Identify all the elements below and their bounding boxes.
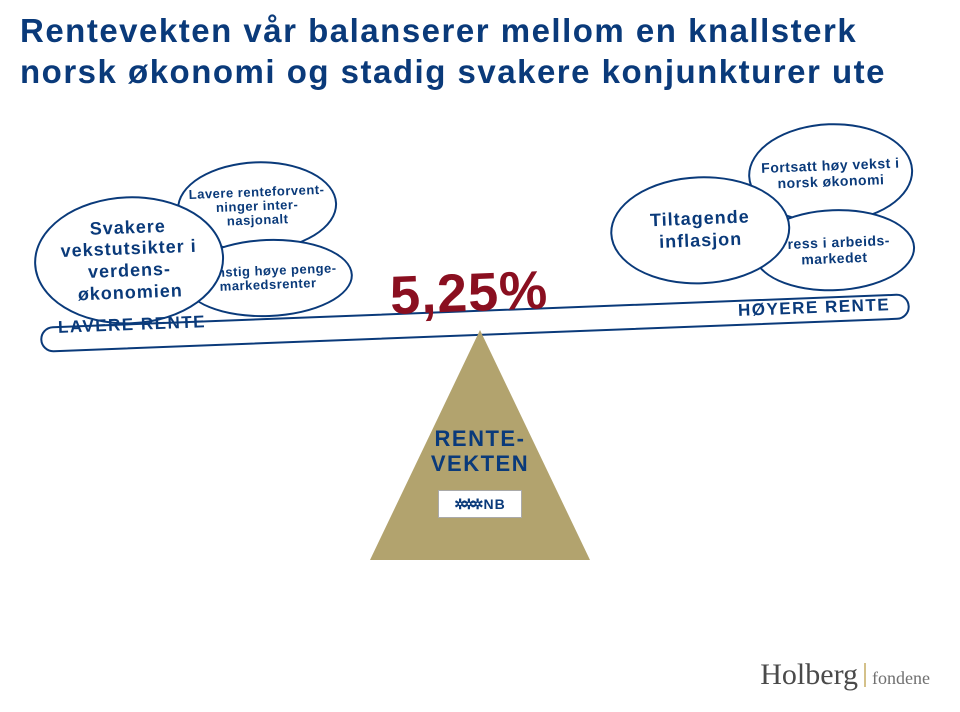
page-title: Rentevekten vår balanserer mellom en kna… bbox=[20, 10, 940, 93]
footer-brand: Holberg bbox=[760, 658, 858, 692]
fulcrum-logo-decor-icon: ✲✲✲ bbox=[454, 496, 480, 513]
footer-logo: Holberg fondene bbox=[760, 658, 930, 692]
fulcrum-logo-text: NB bbox=[483, 496, 505, 512]
left-main-text: Svakere vekstutsikter i verdens-økonomie… bbox=[38, 214, 219, 307]
footer-sub: fondene bbox=[872, 668, 930, 689]
footer-divider-icon bbox=[864, 663, 866, 687]
right-sub1-text: Fortsatt høy vekst i norsk økonomi bbox=[754, 154, 908, 192]
fulcrum-logo-badge: ✲✲✲ NB bbox=[438, 490, 522, 518]
left-cluster: Lavere renteforvent-ninger inter-nasjona… bbox=[31, 158, 348, 370]
fulcrum-label: RENTE-VEKTEN bbox=[390, 426, 570, 477]
slide-root: Rentevekten vår balanserer mellom en kna… bbox=[0, 0, 960, 712]
right-main-text: Tiltagende inflasjon bbox=[615, 206, 785, 256]
center-percent: 5,25% bbox=[389, 259, 549, 327]
